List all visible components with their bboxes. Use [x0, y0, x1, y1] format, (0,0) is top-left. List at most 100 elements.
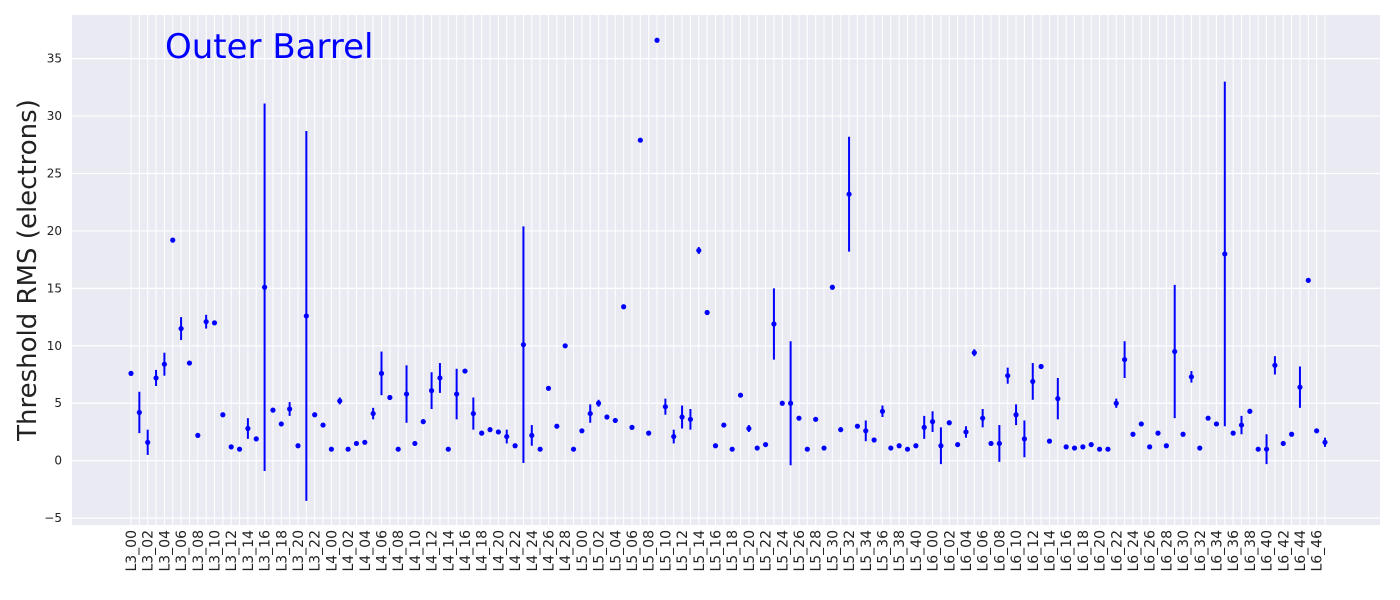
point	[1147, 444, 1153, 450]
point	[178, 325, 184, 332]
point	[1071, 445, 1078, 451]
point	[996, 440, 1002, 447]
x-tick-label: L3_10	[207, 530, 223, 572]
point	[595, 400, 602, 406]
x-tick-label: L5_08	[642, 530, 658, 572]
x-tick-label: L4_22	[508, 530, 524, 572]
point	[1113, 400, 1119, 406]
point	[854, 423, 861, 429]
point	[1080, 444, 1086, 450]
point	[479, 430, 485, 436]
point	[1322, 439, 1328, 445]
point	[879, 408, 886, 414]
y-axis-label: Threshold RMS (electrons)	[13, 99, 43, 442]
point	[512, 443, 518, 449]
point	[403, 391, 410, 397]
x-tick-label: L5_02	[592, 530, 608, 572]
point	[261, 284, 268, 290]
x-tick-label: L4_00	[324, 530, 340, 572]
x-tick-label: L5_40	[909, 530, 925, 572]
x-tick-label: L5_22	[759, 530, 775, 572]
x-tick-label: L5_10	[658, 530, 674, 572]
annotation: Outer Barrel	[165, 27, 373, 67]
x-tick-label: L5_36	[875, 530, 891, 572]
point	[1180, 431, 1186, 437]
x-tick-label: L6_32	[1193, 530, 1209, 572]
y-tick-label: 35	[47, 52, 62, 66]
point	[687, 416, 694, 422]
point	[988, 440, 994, 447]
point	[378, 370, 385, 376]
x-tick-label: L5_26	[792, 530, 808, 572]
point	[1105, 446, 1111, 452]
point	[1238, 422, 1245, 428]
x-tick-label: L6_42	[1276, 530, 1292, 572]
x-tick-label: L3_18	[274, 530, 290, 572]
point	[587, 410, 593, 417]
point	[779, 400, 785, 406]
point	[545, 385, 552, 391]
x-tick-label: L6_36	[1226, 530, 1242, 572]
point	[495, 429, 501, 435]
point	[1280, 440, 1286, 447]
x-tick-label: L4_24	[525, 530, 541, 572]
x-tick-label: L6_22	[1109, 530, 1125, 572]
point	[762, 441, 769, 448]
point	[871, 437, 877, 443]
point	[437, 375, 443, 381]
y-tick-label: 20	[47, 224, 62, 238]
point	[796, 415, 802, 421]
x-tick-label: L6_40	[1260, 530, 1276, 572]
point	[813, 416, 819, 422]
point	[570, 446, 577, 452]
point	[303, 313, 309, 319]
y-tick-label: 5	[54, 396, 62, 410]
point	[737, 392, 744, 398]
x-tick-label: L6_04	[959, 530, 975, 572]
x-tick-label: L5_06	[625, 530, 641, 572]
point	[1163, 443, 1169, 449]
point	[629, 424, 635, 430]
point	[203, 319, 209, 325]
point	[771, 321, 777, 327]
point	[1130, 431, 1136, 437]
point	[395, 446, 401, 452]
point	[704, 309, 710, 316]
x-tick-label: L6_16	[1059, 530, 1075, 572]
x-tick-label: L6_30	[1176, 530, 1192, 572]
point	[1263, 446, 1270, 452]
point	[186, 360, 193, 366]
point	[904, 446, 911, 452]
point	[838, 427, 844, 433]
point	[1255, 446, 1261, 452]
x-tick-label: L5_38	[892, 530, 908, 572]
point	[696, 247, 702, 254]
x-tick-label: L5_32	[842, 530, 858, 572]
x-tick-label: L4_28	[558, 530, 574, 572]
point	[228, 444, 234, 450]
point	[921, 424, 927, 430]
point	[963, 429, 969, 435]
point	[654, 37, 660, 43]
point	[888, 445, 894, 451]
point	[621, 304, 627, 310]
point	[520, 342, 527, 348]
x-tick-label: L4_16	[458, 530, 474, 572]
point	[1305, 277, 1311, 283]
x-tick-label: L5_28	[809, 530, 825, 572]
y-tick-label: 10	[47, 339, 62, 353]
point	[604, 414, 610, 420]
x-tick-label: L6_14	[1042, 530, 1058, 572]
point	[504, 433, 510, 440]
x-tick-label: L3_00	[124, 530, 140, 572]
x-tick-label: L6_26	[1143, 530, 1159, 572]
point	[220, 412, 226, 418]
y-tick-label: 15	[47, 281, 62, 295]
point	[1063, 444, 1069, 450]
point	[579, 428, 585, 434]
x-tick-label: L5_12	[675, 530, 691, 572]
point	[1122, 356, 1128, 363]
x-tick-label: L4_18	[475, 530, 491, 572]
point	[754, 445, 760, 451]
plot-area	[72, 15, 1380, 525]
